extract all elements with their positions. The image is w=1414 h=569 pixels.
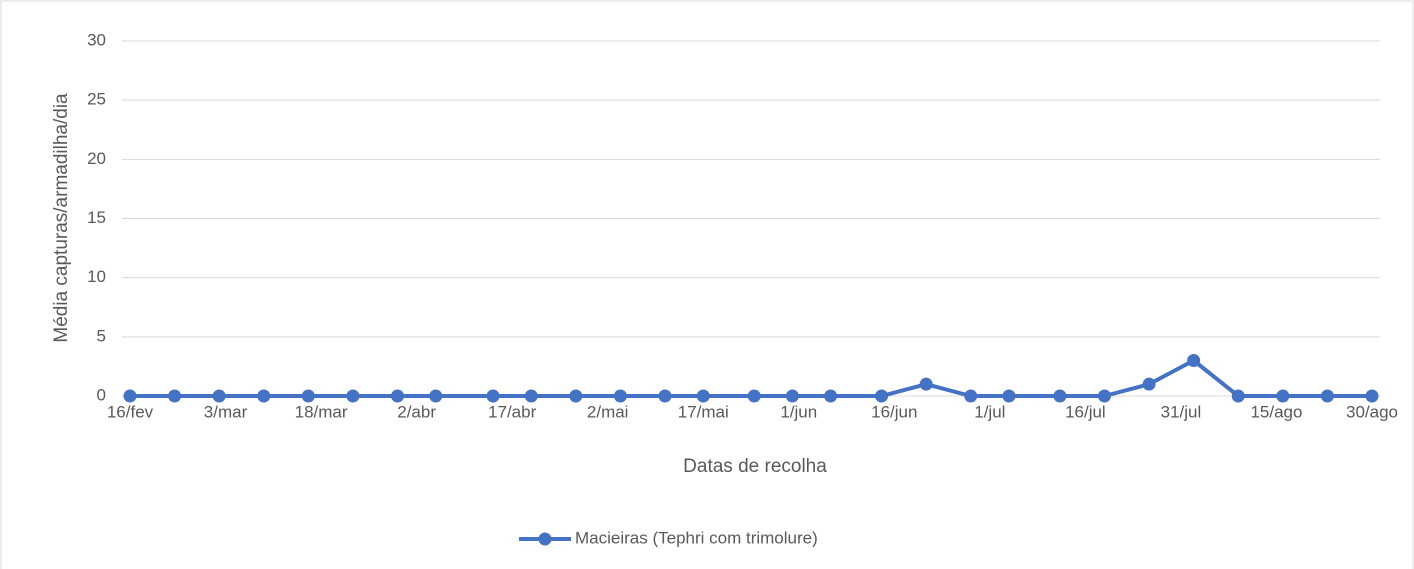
x-tick-label: 16/jul <box>1065 402 1106 421</box>
y-tick-label: 5 <box>97 326 106 345</box>
marker <box>1320 389 1334 403</box>
marker <box>1097 389 1111 403</box>
marker <box>658 389 672 403</box>
x-tick-label: 1/jul <box>974 402 1005 421</box>
marker <box>696 389 710 403</box>
x-tick-label: 16/fev <box>107 402 154 421</box>
marker <box>875 389 889 403</box>
marker <box>1231 389 1245 403</box>
marker <box>168 389 182 403</box>
legend-marker <box>538 532 552 546</box>
x-tick-label: 2/abr <box>397 402 436 421</box>
marker <box>785 389 799 403</box>
y-tick-label: 30 <box>87 30 106 49</box>
x-tick-label: 17/abr <box>488 402 537 421</box>
marker <box>747 389 761 403</box>
marker <box>964 389 978 403</box>
x-tick-label: 18/mar <box>295 402 348 421</box>
x-tick-label: 15/ago <box>1250 402 1302 421</box>
marker <box>613 389 627 403</box>
marker <box>212 389 226 403</box>
y-axis-title: Média capturas/armadilha/dia <box>51 93 72 343</box>
marker <box>824 389 838 403</box>
x-tick-label: 31/jul <box>1161 402 1202 421</box>
marker <box>346 389 360 403</box>
marker <box>1365 389 1379 403</box>
y-tick-label: 10 <box>87 267 106 286</box>
x-axis-title: Datas de recolha <box>683 456 827 477</box>
marker <box>429 389 443 403</box>
marker <box>524 389 538 403</box>
legend-label: Macieiras (Tephri com trimolure) <box>575 528 818 547</box>
marker <box>486 389 500 403</box>
marker <box>1142 377 1156 391</box>
x-tick-label: 30/ago <box>1346 402 1398 421</box>
marker <box>919 377 933 391</box>
marker <box>301 389 315 403</box>
marker <box>257 389 271 403</box>
y-tick-label: 20 <box>87 149 106 168</box>
x-tick-label: 1/jun <box>780 402 817 421</box>
marker <box>1002 389 1016 403</box>
y-tick-label: 25 <box>87 90 106 109</box>
y-tick-label: 15 <box>87 208 106 227</box>
marker <box>1187 354 1201 367</box>
marker <box>1053 389 1067 403</box>
x-tick-label: 16/jun <box>871 402 917 421</box>
x-tick-label: 17/mai <box>678 402 729 421</box>
x-tick-label: 3/mar <box>204 402 248 421</box>
x-tick-label: 2/mai <box>587 402 629 421</box>
marker <box>569 389 583 403</box>
y-tick-label: 0 <box>97 385 106 404</box>
marker <box>391 389 405 403</box>
marker <box>1276 389 1290 403</box>
marker <box>123 389 137 403</box>
